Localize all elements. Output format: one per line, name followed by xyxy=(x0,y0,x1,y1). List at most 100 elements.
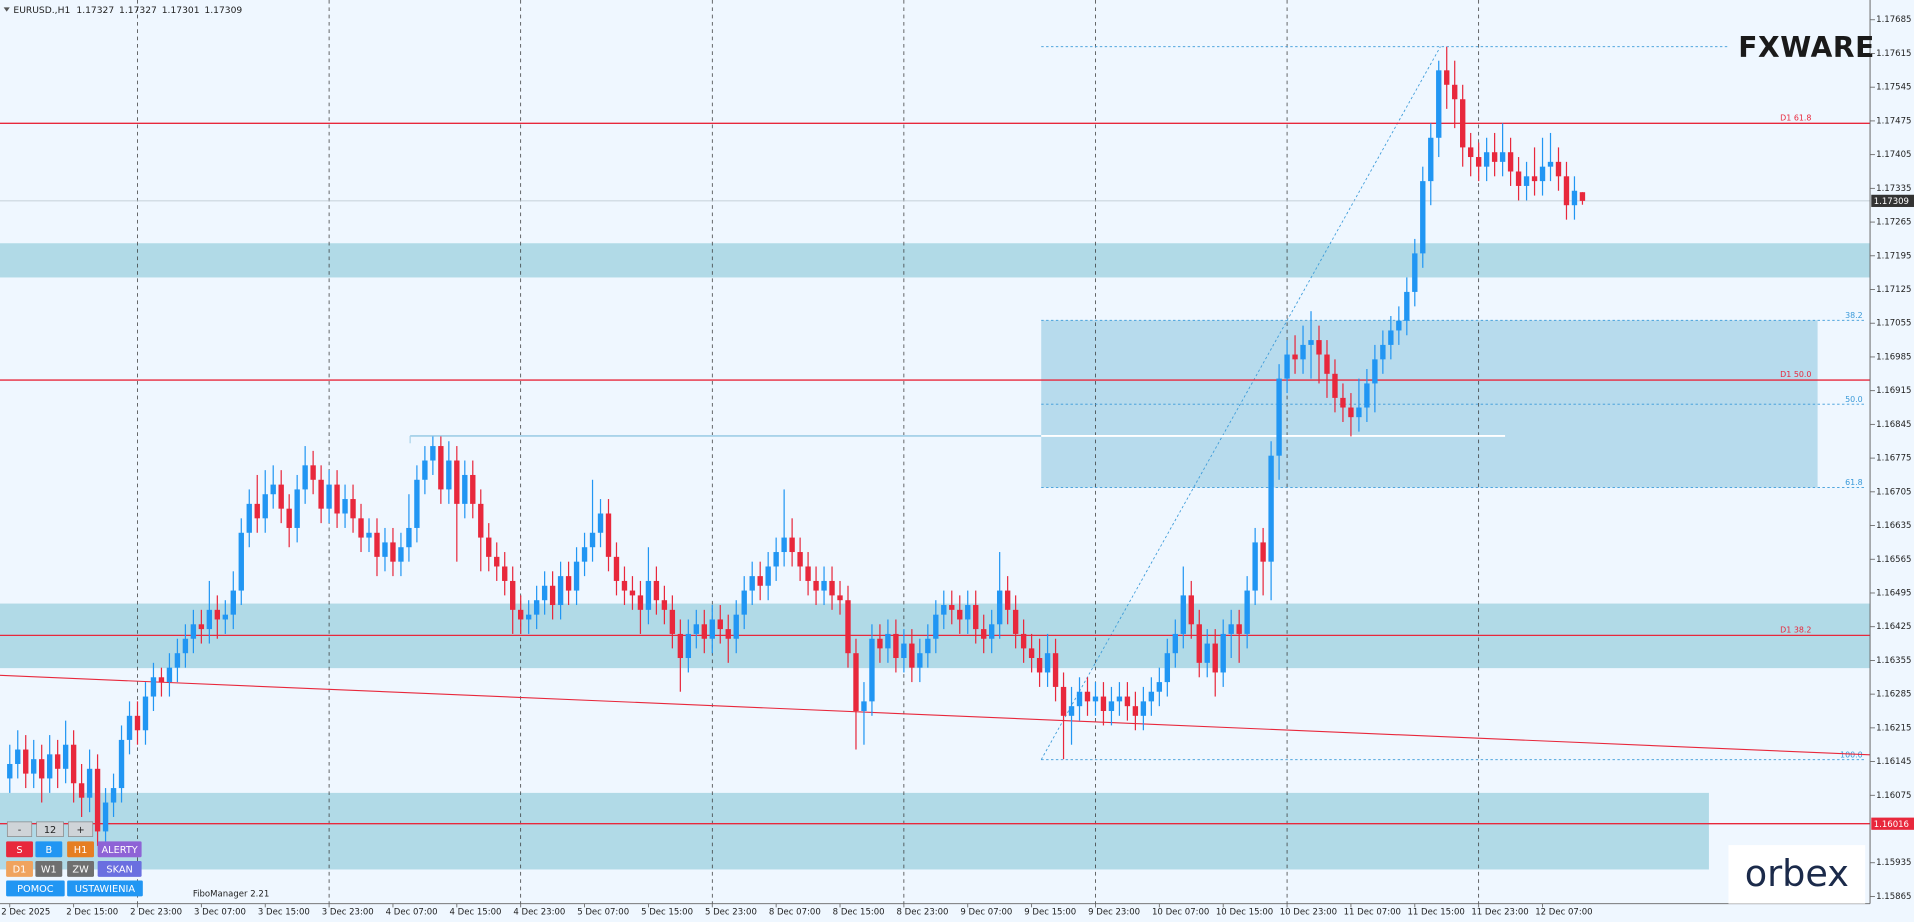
candle-body xyxy=(214,609,221,620)
button-d1[interactable]: D1 xyxy=(6,860,33,877)
candle-body xyxy=(773,552,779,567)
candle-body xyxy=(1188,595,1194,625)
candle-body xyxy=(1388,330,1394,345)
level-label: D1 38.2 xyxy=(1780,625,1811,634)
candle-body xyxy=(174,653,181,668)
logo-box xyxy=(1728,845,1866,904)
candle-body xyxy=(110,788,117,803)
candle-body xyxy=(861,701,867,711)
candle-body xyxy=(446,460,452,490)
candle-body xyxy=(1356,407,1362,418)
button-s[interactable]: S xyxy=(6,841,33,858)
button-ustawienia[interactable]: USTAWIENIA xyxy=(67,880,143,897)
x-tick-label: 10 Dec 07:00 xyxy=(1152,908,1209,918)
button-label: ALERTY xyxy=(102,845,138,856)
y-tick-label: 1.16985 xyxy=(1876,352,1911,362)
close: 1.17309 xyxy=(204,5,242,15)
x-tick-label: 5 Dec 23:00 xyxy=(705,908,757,918)
y-tick-label: 1.17265 xyxy=(1876,218,1911,228)
zoom-value-label: 12 xyxy=(44,825,56,836)
candle-body xyxy=(1092,696,1099,702)
candle-body xyxy=(86,768,93,798)
x-tick-label: 12 Dec 07:00 xyxy=(1535,908,1592,918)
menu-icon[interactable] xyxy=(3,7,10,12)
candle-body xyxy=(454,460,460,504)
candle-body xyxy=(1499,152,1506,162)
candle-body xyxy=(765,566,771,586)
candle-body xyxy=(142,696,149,731)
zoom-value[interactable]: 12 xyxy=(36,821,64,837)
candle-body xyxy=(62,744,69,769)
y-tick-label: 1.16075 xyxy=(1876,791,1911,801)
candle-body xyxy=(126,715,133,740)
zoom-out[interactable]: - xyxy=(6,821,33,837)
candle-body xyxy=(1052,653,1059,687)
fib-label: 50.0 xyxy=(1845,395,1863,404)
candle-body xyxy=(637,595,644,610)
candle-body xyxy=(366,532,372,538)
candle-body xyxy=(414,479,420,528)
candle-body xyxy=(502,566,508,581)
candle-body xyxy=(1515,171,1522,186)
candle-body xyxy=(462,474,468,504)
button-label: ZW xyxy=(72,864,89,875)
candle-body xyxy=(470,474,476,504)
button-label: B xyxy=(45,845,52,856)
candle-body xyxy=(725,629,731,639)
candle-body xyxy=(206,609,213,630)
y-tick-label: 1.17195 xyxy=(1876,251,1911,261)
button-b[interactable]: B xyxy=(35,841,63,858)
button-h1[interactable]: H1 xyxy=(67,841,94,858)
price-tag-label: 1.17309 xyxy=(1874,197,1909,207)
zoom-in[interactable]: + xyxy=(67,821,94,837)
candle-body xyxy=(693,624,700,634)
fib-label: 61.8 xyxy=(1845,478,1863,487)
candle-body xyxy=(1084,691,1091,702)
candle-body xyxy=(1284,354,1290,379)
candle-body xyxy=(422,460,428,480)
candle-body xyxy=(1036,658,1043,673)
button-alerty[interactable]: ALERTY xyxy=(97,841,142,858)
candle-body xyxy=(749,576,755,591)
y-tick-label: 1.17475 xyxy=(1876,116,1911,126)
candle-body xyxy=(1172,633,1178,654)
y-tick-label: 1.15865 xyxy=(1876,892,1911,902)
candle-body xyxy=(1396,320,1402,331)
y-tick-label: 1.17335 xyxy=(1876,184,1911,194)
candle-body xyxy=(885,633,891,649)
x-tick-label: 3 Dec 07:00 xyxy=(194,908,246,918)
logo-fxware: FXWARE xyxy=(1738,31,1875,64)
candle-body xyxy=(1332,373,1338,398)
candle-body xyxy=(1012,609,1019,634)
candle-body xyxy=(941,605,947,615)
button-skan[interactable]: SKAN xyxy=(97,860,142,877)
x-tick-label: 5 Dec 07:00 xyxy=(577,908,629,918)
candle-body xyxy=(821,580,827,591)
candle-body xyxy=(1260,542,1266,562)
candle-body xyxy=(965,605,971,620)
candle-body xyxy=(733,614,739,639)
candle-body xyxy=(1436,70,1442,138)
fibo-manager-label: FiboManager 2.21 xyxy=(193,889,269,899)
button-zw[interactable]: ZW xyxy=(67,860,94,877)
button-pomoc[interactable]: POMOC xyxy=(6,880,65,897)
candle-body xyxy=(1372,359,1378,384)
candle-body xyxy=(1228,624,1234,634)
candle-body xyxy=(78,783,85,798)
candle-body xyxy=(158,677,165,683)
button-w1[interactable]: W1 xyxy=(35,860,63,877)
candle-body xyxy=(1268,455,1274,562)
candle-body xyxy=(909,643,915,668)
candle-body xyxy=(46,754,53,779)
candle-body xyxy=(973,605,979,630)
candle-body xyxy=(1212,643,1218,673)
fib-diagonal xyxy=(1040,46,1441,760)
candle-body xyxy=(430,446,436,461)
candle-body xyxy=(358,518,364,538)
candle-body xyxy=(925,638,931,654)
y-tick-label: 1.16565 xyxy=(1876,555,1911,565)
controls: - 12 + S B H1 ALERTY D1 W1 ZW SKAN POMOC… xyxy=(6,821,143,897)
candle-body xyxy=(1196,624,1202,663)
candle-body xyxy=(15,749,21,764)
